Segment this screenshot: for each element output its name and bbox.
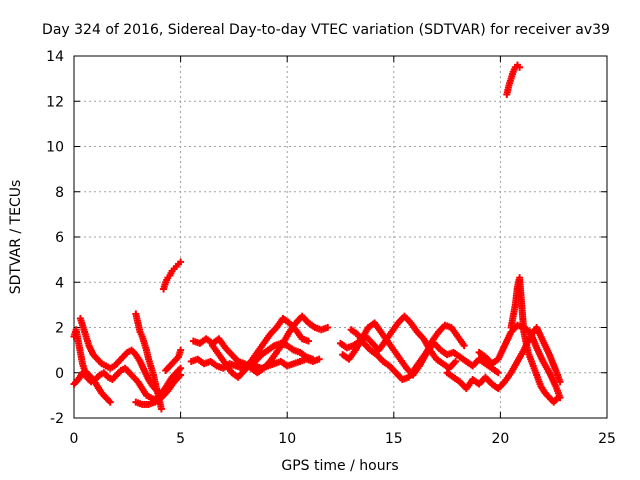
y-tick-label: 14: [46, 49, 64, 65]
data-point: [177, 364, 185, 372]
y-tick-label: 4: [55, 275, 64, 291]
data-point: [324, 324, 332, 331]
grid-lines: [74, 56, 607, 418]
y-tick-label: 10: [46, 140, 64, 156]
x-tick-label: 15: [385, 431, 403, 447]
x-axis-label: GPS time / hours: [281, 458, 398, 474]
data-point: [494, 369, 502, 377]
data-point: [556, 378, 564, 386]
y-tick-label: 8: [55, 185, 64, 201]
y-axis-label: SDTVAR / TECUs: [8, 180, 24, 295]
x-tick-label: 25: [598, 431, 616, 447]
y-tick-label: 2: [55, 321, 64, 337]
y-tick-label: 6: [55, 230, 64, 246]
data-marks: [70, 61, 564, 413]
x-tick-label: 5: [176, 431, 185, 447]
y-tick-label: 0: [55, 366, 64, 382]
data-point: [305, 337, 313, 345]
axis-ticks: 0 5 10 15 20 25 -2 0 2 4 6 8 10 12 14: [46, 49, 616, 447]
data-point: [177, 371, 185, 379]
chart-title: Day 324 of 2016, Sidereal Day-to-day VTE…: [42, 22, 610, 38]
data-point: [106, 398, 114, 406]
data-point: [554, 394, 562, 402]
y-tick-label: -2: [50, 411, 64, 427]
data-point: [460, 342, 468, 350]
data-point: [315, 355, 323, 363]
data-point: [452, 357, 460, 365]
data-point: [177, 258, 185, 266]
x-tick-label: 10: [278, 431, 296, 447]
data-point: [309, 355, 317, 363]
x-tick-label: 0: [70, 431, 79, 447]
data-point: [157, 405, 165, 413]
data-point: [177, 346, 185, 354]
data-point: [516, 63, 524, 71]
y-tick-label: 12: [46, 94, 64, 110]
x-tick-label: 20: [491, 431, 509, 447]
